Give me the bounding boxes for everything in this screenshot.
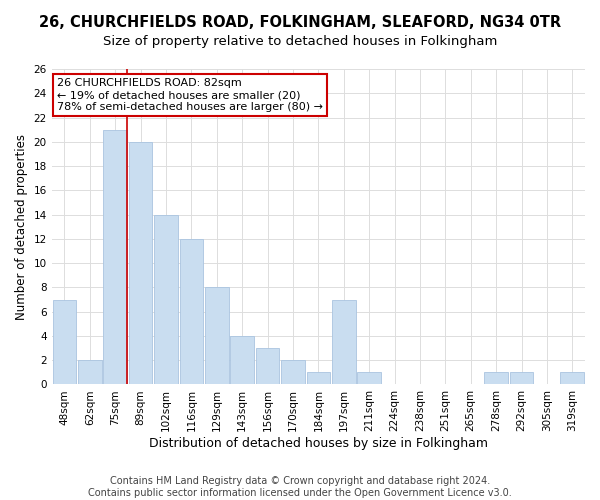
Bar [332, 300, 356, 384]
Text: Size of property relative to detached houses in Folkingham: Size of property relative to detached ho… [103, 35, 497, 48]
Bar [103, 130, 127, 384]
Bar [509, 372, 533, 384]
Text: 26, CHURCHFIELDS ROAD, FOLKINGHAM, SLEAFORD, NG34 0TR: 26, CHURCHFIELDS ROAD, FOLKINGHAM, SLEAF… [39, 15, 561, 30]
Y-axis label: Number of detached properties: Number of detached properties [15, 134, 28, 320]
Bar [256, 348, 280, 385]
Bar [307, 372, 330, 384]
Bar [78, 360, 101, 384]
Bar [179, 239, 203, 384]
Bar [205, 288, 229, 384]
Bar [358, 372, 381, 384]
X-axis label: Distribution of detached houses by size in Folkingham: Distribution of detached houses by size … [149, 437, 488, 450]
Bar [154, 214, 178, 384]
Bar [129, 142, 152, 384]
Text: 26 CHURCHFIELDS ROAD: 82sqm
← 19% of detached houses are smaller (20)
78% of sem: 26 CHURCHFIELDS ROAD: 82sqm ← 19% of det… [57, 78, 323, 112]
Bar [484, 372, 508, 384]
Bar [281, 360, 305, 384]
Bar [560, 372, 584, 384]
Bar [53, 300, 76, 384]
Bar [230, 336, 254, 384]
Text: Contains HM Land Registry data © Crown copyright and database right 2024.
Contai: Contains HM Land Registry data © Crown c… [88, 476, 512, 498]
